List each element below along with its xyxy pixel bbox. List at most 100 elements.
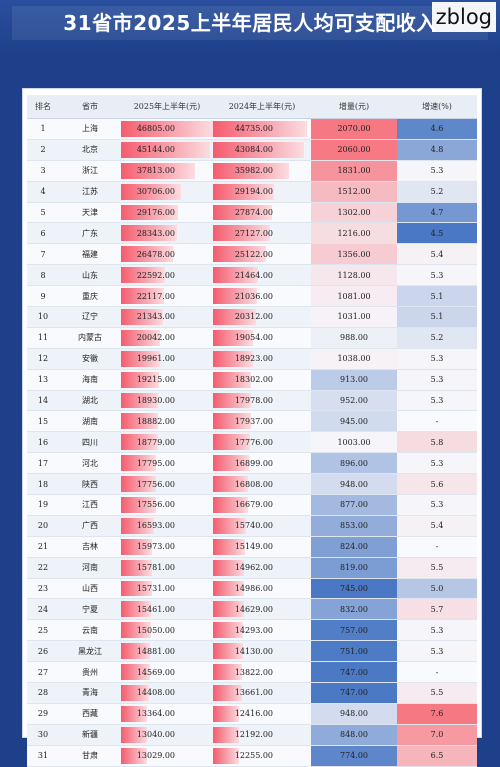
cell-increase: 1216.00	[311, 222, 397, 245]
cell-2025: 13040.00	[121, 724, 213, 746]
cell-growth: 5.4	[397, 515, 477, 537]
cell-2025-bar	[121, 705, 148, 722]
cell-2025: 29176.00	[121, 202, 213, 224]
cell-2025: 15781.00	[121, 557, 213, 579]
cell-increase: 1302.00	[311, 202, 397, 224]
cell-growth: 4.6	[397, 118, 477, 140]
cell-2025: 22117.00	[121, 285, 213, 308]
cell-2024-label: 16808.00	[234, 479, 273, 489]
cell-rank: 21	[27, 536, 59, 558]
cell-2024: 21464.00	[213, 264, 311, 287]
table-row: 27 贵州 14569.00 13822.00 747.00-	[27, 661, 477, 684]
table-row: 12 安徽 19961.00 18923.00 1038.00 5.3	[27, 348, 477, 370]
cell-increase: 747.00	[311, 661, 397, 684]
cell-increase: 913.00	[311, 369, 397, 391]
cell-2025-bar	[121, 121, 213, 137]
cell-2025-label: 13029.00	[136, 751, 175, 761]
cell-increase: 747.00	[311, 682, 397, 704]
cell-2025-label: 30706.00	[136, 187, 175, 197]
cell-rank: 11	[27, 327, 59, 349]
cell-2025-label: 20042.00	[136, 333, 175, 343]
cell-growth: 5.7	[397, 598, 477, 621]
cell-2025-label: 37813.00	[136, 166, 175, 176]
cell-2024: 29194.00	[213, 181, 311, 203]
cell-growth: -	[397, 536, 477, 558]
cell-rank: 2	[27, 139, 59, 161]
cell-rank: 16	[27, 431, 59, 454]
cell-rank: 1	[27, 118, 59, 140]
cell-province: 吉林	[59, 536, 121, 558]
cell-rank: 8	[27, 264, 59, 287]
cell-2025-label: 18930.00	[136, 396, 175, 406]
cell-2025-bar	[121, 643, 151, 660]
cell-2025: 14408.00	[121, 682, 213, 704]
cell-2024: 17937.00	[213, 410, 311, 433]
cell-province: 北京	[59, 139, 121, 161]
cell-2025: 15461.00	[121, 598, 213, 621]
cell-2025-bar	[121, 204, 179, 221]
cell-2025-bar	[121, 434, 158, 451]
cell-rank: 14	[27, 390, 59, 412]
cell-2024: 27127.00	[213, 222, 311, 245]
cell-growth: 6.5	[397, 745, 477, 767]
cell-2024: 14986.00	[213, 578, 311, 600]
cell-2025-bar	[121, 246, 174, 263]
cell-2024: 17978.00	[213, 390, 311, 412]
cell-2025: 46805.00	[121, 118, 213, 140]
cell-2025-bar	[121, 225, 177, 242]
cell-2025-bar	[121, 497, 156, 513]
cell-2024-bar	[213, 413, 251, 430]
cell-2024-label: 43084.00	[234, 145, 273, 155]
cell-2024-label: 12192.00	[234, 730, 273, 740]
cell-2025-label: 18779.00	[136, 437, 175, 447]
cell-2024-bar	[213, 726, 239, 743]
cell-province: 福建	[59, 243, 121, 266]
cell-increase: 945.00	[311, 410, 397, 433]
cell-2025-label: 15781.00	[136, 563, 175, 573]
cell-2025-bar	[121, 288, 165, 305]
cell-growth: 5.3	[397, 452, 477, 475]
cell-growth: 5.3	[397, 348, 477, 370]
cell-2025: 17756.00	[121, 473, 213, 496]
cell-2024: 25122.00	[213, 243, 311, 266]
cell-increase: 2060.00	[311, 139, 397, 161]
cell-growth: 5.3	[397, 640, 477, 663]
cell-2024: 16899.00	[213, 452, 311, 475]
cell-2024: 19054.00	[213, 327, 311, 349]
cell-increase: 1831.00	[311, 160, 397, 182]
cell-2024-label: 15740.00	[234, 521, 273, 531]
cell-2025: 15731.00	[121, 578, 213, 600]
cell-2025: 17556.00	[121, 494, 213, 516]
cell-2024: 14293.00	[213, 619, 311, 642]
cell-2025-bar	[121, 350, 161, 367]
cell-2024-bar	[213, 392, 251, 409]
cell-2025-bar	[121, 601, 152, 618]
cell-2024: 15740.00	[213, 515, 311, 537]
cell-2024-label: 14293.00	[234, 625, 273, 635]
cell-2024-bar	[213, 309, 256, 325]
table-row: 18 陕西 17756.00 16808.00 948.00 5.6	[27, 473, 477, 496]
cell-2025-label: 19215.00	[136, 375, 175, 385]
cell-2025-label: 14881.00	[136, 646, 175, 656]
cell-2025-bar	[121, 329, 161, 346]
cell-2025-label: 13364.00	[136, 709, 175, 719]
cell-2024-label: 14130.00	[234, 646, 273, 656]
cell-province: 上海	[59, 118, 121, 140]
cell-growth: 5.3	[397, 619, 477, 642]
cell-2024-label: 12416.00	[234, 709, 273, 719]
cell-2024-bar	[213, 350, 253, 367]
cell-2025-bar	[121, 371, 159, 388]
cell-2025: 19215.00	[121, 369, 213, 391]
cell-growth: 5.1	[397, 306, 477, 328]
cell-2024: 44735.00	[213, 118, 311, 140]
cell-increase: 952.00	[311, 390, 397, 412]
cell-2024: 35982.00	[213, 160, 311, 182]
cell-province: 青海	[59, 682, 121, 704]
cell-2024-label: 21036.00	[234, 291, 273, 301]
cell-rank: 12	[27, 348, 59, 370]
cell-2024-bar	[213, 622, 244, 639]
cell-2024-label: 27874.00	[234, 208, 273, 217]
cell-rank: 15	[27, 410, 59, 433]
cell-2025-bar	[121, 183, 182, 200]
cell-province: 广东	[59, 222, 121, 245]
